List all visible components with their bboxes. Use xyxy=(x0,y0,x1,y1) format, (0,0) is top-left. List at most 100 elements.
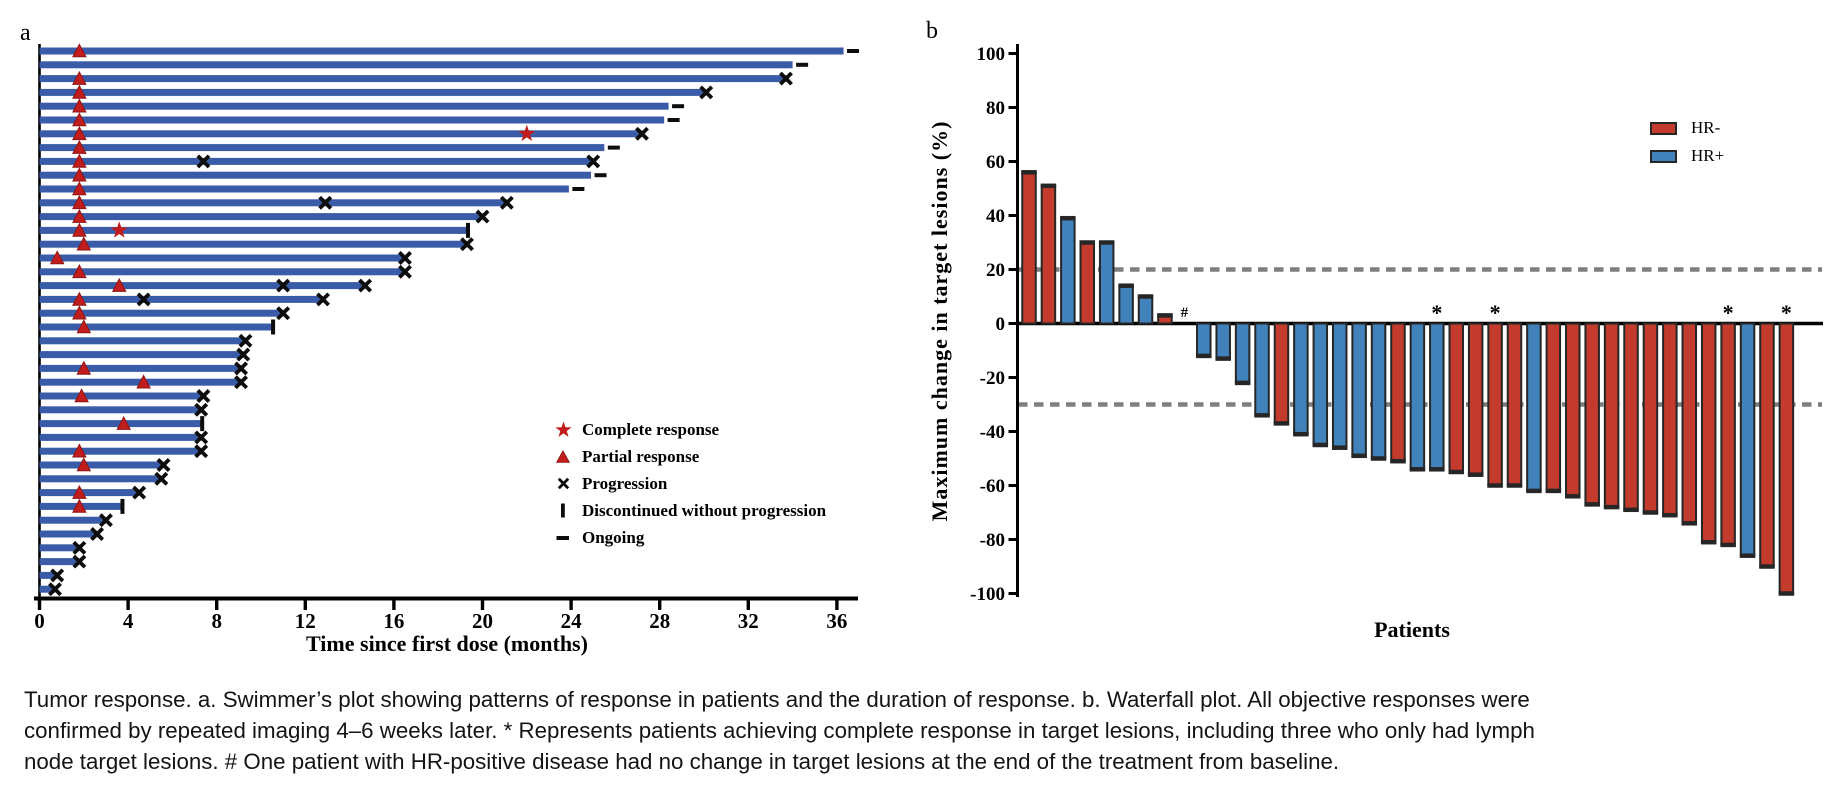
partial-response-mark xyxy=(111,277,127,292)
legend-label: HR+ xyxy=(1691,146,1725,165)
waterfall-bar xyxy=(1040,184,1057,325)
waterfall-bar xyxy=(1293,322,1309,436)
complete-response-asterisk: * xyxy=(1723,300,1734,325)
waterfall-bar xyxy=(1196,322,1212,357)
swimmer-bar xyxy=(39,240,467,248)
swimmer-bar xyxy=(39,171,592,179)
legend-label: HR- xyxy=(1691,118,1721,137)
x-tick-label: 36 xyxy=(826,609,847,633)
ongoing-mark xyxy=(847,49,860,53)
progression-mark xyxy=(318,195,333,210)
partial-response-mark xyxy=(72,98,87,113)
progression-mark xyxy=(194,444,209,459)
swimmer-bar xyxy=(39,447,202,455)
progression-mark xyxy=(196,154,211,169)
waterfall-bar xyxy=(1467,322,1484,476)
y-tick-label: 20 xyxy=(986,260,1005,281)
waterfall-bar xyxy=(1584,322,1600,506)
ongoing-mark xyxy=(572,187,585,191)
waterfall-bar xyxy=(1739,322,1756,557)
y-tick-label: -100 xyxy=(970,584,1005,605)
progression-mark xyxy=(156,458,171,472)
legend-item-discontinued: Discontinued without progression xyxy=(552,497,826,524)
swimmer-bar xyxy=(39,392,204,400)
progression-mark xyxy=(50,568,65,583)
waterfall-bar xyxy=(1545,322,1562,492)
swimmer-bar xyxy=(39,351,244,359)
swimmer-bar xyxy=(39,213,483,221)
caption-line: node target lesions. # One patient with … xyxy=(24,749,1340,774)
swimmer-bar xyxy=(39,254,405,262)
waterfall-bar xyxy=(1429,322,1445,471)
partial-response-mark xyxy=(72,84,87,99)
swimmer-bar xyxy=(39,102,669,110)
panel-b-letter: b xyxy=(926,18,938,44)
partial-response-mark xyxy=(72,498,87,513)
legend-label: Discontinued without progression xyxy=(582,500,827,520)
waterfall-bar xyxy=(1079,241,1096,325)
progression-mark xyxy=(72,540,87,555)
complete-response-mark xyxy=(518,124,536,142)
swimmer-bar xyxy=(39,558,80,566)
progression-mark xyxy=(398,251,412,265)
swimmer-bar xyxy=(39,489,140,497)
waterfall-bar xyxy=(1254,322,1270,417)
partial-response-mark xyxy=(72,139,87,154)
waterfall-bar xyxy=(1409,322,1426,471)
complete-response-asterisk: * xyxy=(1781,300,1792,325)
partial-response-mark xyxy=(72,153,87,168)
legend-item-complete-response: Complete response xyxy=(552,416,826,443)
partial-response-mark xyxy=(72,443,87,458)
waterfall-legend: HR- HR+ xyxy=(1650,114,1724,170)
swimmer-bar xyxy=(39,116,665,124)
waterfall-bar xyxy=(1623,322,1639,511)
waterfall-bar xyxy=(1312,322,1329,446)
waterfall-yaxis-title: Maximum change in target lesions (%) xyxy=(927,121,952,522)
waterfall-bar xyxy=(1565,322,1581,498)
swimmer-bar xyxy=(39,406,202,414)
x-tick-label: 0 xyxy=(34,609,45,633)
discontinued-mark xyxy=(120,498,125,514)
swimmer-bar xyxy=(39,88,707,96)
waterfall-bar xyxy=(1642,322,1659,514)
swimmer-bar xyxy=(39,516,106,524)
partial-response-mark xyxy=(72,126,87,141)
ongoing-mark xyxy=(667,118,680,122)
waterfall-bar xyxy=(1021,171,1037,325)
x-tick-label: 24 xyxy=(561,609,583,633)
waterfall-bar xyxy=(1060,217,1076,325)
ongoing-mark xyxy=(796,62,809,67)
complete-response-asterisk: * xyxy=(1490,300,1501,325)
swimmer-bar xyxy=(39,268,405,276)
x-tick-label: 16 xyxy=(383,609,404,633)
legend-item-hr-negative: HR- xyxy=(1650,114,1724,142)
swimmer-bar xyxy=(39,61,793,69)
progression-mark xyxy=(90,527,105,541)
progression-mark xyxy=(234,361,249,376)
swimmer-bar xyxy=(39,544,80,552)
swimmer-bar xyxy=(39,130,642,138)
progression-mark xyxy=(48,582,62,597)
waterfall-bar xyxy=(1778,322,1795,595)
y-tick-label: 100 xyxy=(977,44,1006,65)
swimmer-bar xyxy=(39,585,56,593)
swimmer-bar xyxy=(39,157,594,165)
swimmer-bar xyxy=(39,571,58,579)
progression-mark xyxy=(154,471,169,486)
y-tick-label: -60 xyxy=(980,476,1005,497)
ongoing-mark xyxy=(607,145,620,150)
partial-response-mark xyxy=(49,250,65,265)
swimmer-plot: 0 4 8 12 16 20 24 28 32 36 Time since first dose … xyxy=(34,43,860,656)
partial-response-mark xyxy=(76,319,92,334)
partial-response-mark xyxy=(116,415,131,430)
progression-mark xyxy=(238,333,253,348)
progression-mark xyxy=(234,375,249,390)
progression-mark xyxy=(99,513,113,528)
progression-mark xyxy=(194,402,209,417)
swimmer-bar xyxy=(39,185,569,193)
y-tick-label: -40 xyxy=(980,422,1005,443)
progression-mark xyxy=(635,126,649,141)
waterfall-bar xyxy=(1448,322,1464,473)
waterfall-bar xyxy=(1390,322,1406,463)
swimmer-bar xyxy=(39,282,366,290)
